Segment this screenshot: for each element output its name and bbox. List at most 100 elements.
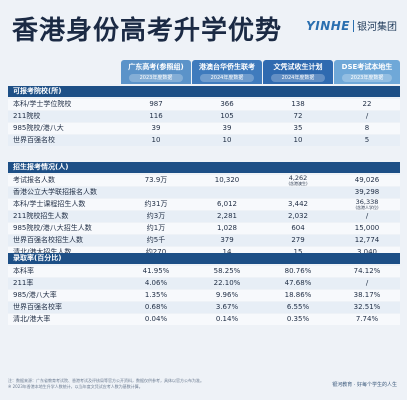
table-row: 世界百强名校招生人数 约5千 379 279 12,774 xyxy=(8,235,400,246)
cell-value-note: (含港澳生) xyxy=(288,181,308,186)
cell-value: 604 xyxy=(291,224,305,232)
table-row: 香港公立大学联招报名人数 39,298 xyxy=(8,187,400,198)
table-row: 本科率 41.95% 58.25% 80.76% 74.12% xyxy=(8,266,400,277)
cell-value: 9.96% xyxy=(215,291,239,299)
cell-value: / xyxy=(365,112,369,120)
table-row: 211院校 116 105 72 / xyxy=(8,111,400,122)
column-header-label: 文凭试收生计划 xyxy=(273,63,323,71)
cell-value: 38.17% xyxy=(353,291,381,299)
table-row: 世界百强名校 10 10 10 5 xyxy=(8,135,400,146)
cell-value: 0.14% xyxy=(215,315,239,323)
logo-divider xyxy=(353,19,354,32)
column-header-sub: 2023年度数据 xyxy=(129,74,183,82)
cell-value-note: (含港人学位) xyxy=(355,205,379,210)
table-row: 本科/学士课程招生人数 约31万 6,012 3,442 36,338 (含港人学位) xyxy=(8,199,400,210)
cell-value: 74.12% xyxy=(353,267,381,275)
section-header: 可报考院校(所) xyxy=(8,86,400,97)
cell-value: 3.67% xyxy=(215,303,239,311)
section-header: 录取率(百分比) xyxy=(8,253,400,264)
table-row: 211率 4.06% 22.10% 47.68% / xyxy=(8,278,400,289)
row-label: 本科/学士学位院校 xyxy=(13,100,72,108)
row-label: 985/港八大率 xyxy=(13,291,57,299)
cell-value: 约270 xyxy=(145,248,167,256)
row-label: 清北/港大率 xyxy=(13,315,51,323)
cell-value: 116 xyxy=(149,112,163,120)
cell-value: 约5千 xyxy=(146,236,166,244)
cell-value: 6.55% xyxy=(286,303,310,311)
cell-value: 约1万 xyxy=(146,224,166,232)
cell-value: 14 xyxy=(222,248,232,256)
footnote: 注：数据来源：广东省教育考试院、香港考试及评核局等官方公开资料，数据仅供参考，具… xyxy=(8,378,258,390)
cell-value: 49,026 xyxy=(354,176,380,184)
cell-value: 0.04% xyxy=(144,315,168,323)
table-row: 211院校招生人数 约3万 2,281 2,032 / xyxy=(8,211,400,222)
cell-value: 6,012 xyxy=(216,200,238,208)
cell-value: 4,262 (含港澳生) xyxy=(263,175,333,187)
cell-value: 105 xyxy=(220,112,234,120)
cell-value: 4.06% xyxy=(144,279,168,287)
column-header-dse-local: DSE考试本地生 2023年度数据 xyxy=(334,60,400,84)
cell-value: 约31万 xyxy=(144,200,168,208)
row-label: 香港公立大学联招报名人数 xyxy=(13,188,97,196)
row-label: 世界百强名校率 xyxy=(13,303,62,311)
table-row: 清北/港大率 0.04% 0.14% 0.35% 7.74% xyxy=(8,314,400,325)
cell-value: 3,442 xyxy=(287,200,309,208)
brand-logo: YINHE 银河集团 xyxy=(306,18,397,34)
cell-value: 80.76% xyxy=(284,267,312,275)
column-header-joint-exam: 港澳台华侨生联考 2024年度数据 xyxy=(192,60,262,84)
cell-value: 18.86% xyxy=(284,291,312,299)
row-label: 211率 xyxy=(13,279,34,287)
cell-value: 35 xyxy=(293,124,303,132)
cell-value: 39 xyxy=(151,124,161,132)
cell-value: 10 xyxy=(222,136,232,144)
row-label: 世界百强名校 xyxy=(13,136,55,144)
cell-value: 22 xyxy=(362,100,372,108)
cell-value: 0.68% xyxy=(144,303,168,311)
cell-value: 10 xyxy=(293,136,303,144)
page-title: 香港身份高考升学优势 xyxy=(12,16,283,46)
cell-value: 72 xyxy=(293,112,303,120)
row-label: 985院校/港八大 xyxy=(13,124,64,132)
table-row: 985院校/港八大招生人数 约1万 1,028 604 15,000 xyxy=(8,223,400,234)
cell-value: 279 xyxy=(291,236,305,244)
cell-value: 7.74% xyxy=(355,315,379,323)
section-header: 招生报考情况(人) xyxy=(8,162,400,173)
cell-value: 10 xyxy=(151,136,161,144)
cell-value: 22.10% xyxy=(213,279,241,287)
cell-value: 12,774 xyxy=(354,236,380,244)
column-header-label: 港澳台华侨生联考 xyxy=(199,63,255,71)
table-row: 清北/港大招生人数 约270 14 15 3,040 xyxy=(8,247,400,258)
cell-value: 3,040 xyxy=(356,248,378,256)
column-header-sub: 2023年度数据 xyxy=(341,74,393,82)
cell-value: 2,032 xyxy=(287,212,309,220)
cell-value: 987 xyxy=(149,100,163,108)
column-header-dse-admission: 文凭试收生计划 2024年度数据 xyxy=(263,60,333,84)
footer-slogan: 银河教育 · 好每个学生的人生 xyxy=(332,382,397,388)
row-label: 985院校/港八大招生人数 xyxy=(13,224,92,232)
cell-value: 379 xyxy=(220,236,234,244)
row-label: 本科/学士课程招生人数 xyxy=(13,200,86,208)
cell-value: 138 xyxy=(291,100,305,108)
table-row: 本科/学士学位院校 987 366 138 22 xyxy=(8,99,400,110)
table-row: 985院校/港八大 39 39 35 8 xyxy=(8,123,400,134)
cell-value: 47.68% xyxy=(284,279,312,287)
table-row: 985/港八大率 1.35% 9.96% 18.86% 38.17% xyxy=(8,290,400,301)
cell-value: 39 xyxy=(222,124,232,132)
row-label: 211院校 xyxy=(13,112,41,120)
cell-value: / xyxy=(365,279,369,287)
column-header-label: DSE考试本地生 xyxy=(341,63,393,71)
cell-value: 2,281 xyxy=(216,212,238,220)
cell-value: 58.25% xyxy=(213,267,241,275)
column-header-sub: 2024年度数据 xyxy=(271,74,325,82)
cell-value: / xyxy=(365,212,369,220)
cell-value: 10,320 xyxy=(214,176,240,184)
cell-value: 1,028 xyxy=(216,224,238,232)
cell-value: 0.35% xyxy=(286,315,310,323)
table-row: 世界百强名校率 0.68% 3.67% 6.55% 32.51% xyxy=(8,302,400,313)
cell-value: 15,000 xyxy=(354,224,380,232)
column-header-guangdong: 广东高考(参照组) 2023年度数据 xyxy=(121,60,191,84)
cell-value: 32.51% xyxy=(353,303,381,311)
cell-value: 39,298 xyxy=(354,188,380,196)
row-label: 世界百强名校招生人数 xyxy=(13,236,83,244)
logo-mark: YINHE xyxy=(306,18,350,33)
